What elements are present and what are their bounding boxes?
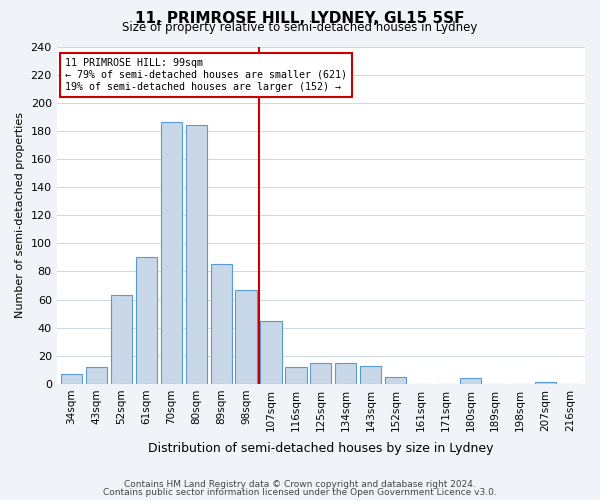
Bar	[310, 363, 331, 384]
Bar	[286, 367, 307, 384]
Bar	[111, 296, 132, 384]
Text: 11, PRIMROSE HILL, LYDNEY, GL15 5SF: 11, PRIMROSE HILL, LYDNEY, GL15 5SF	[135, 11, 465, 26]
Bar	[335, 363, 356, 384]
Bar	[61, 374, 82, 384]
Bar	[185, 125, 207, 384]
Text: Size of property relative to semi-detached houses in Lydney: Size of property relative to semi-detach…	[122, 22, 478, 35]
Bar	[235, 290, 257, 384]
Bar	[136, 258, 157, 384]
Bar	[211, 264, 232, 384]
Bar	[161, 122, 182, 384]
Bar	[535, 382, 556, 384]
Bar	[360, 366, 381, 384]
Bar	[385, 377, 406, 384]
Text: Contains public sector information licensed under the Open Government Licence v3: Contains public sector information licen…	[103, 488, 497, 497]
Bar	[460, 378, 481, 384]
Bar	[260, 320, 281, 384]
Bar	[86, 367, 107, 384]
Text: 11 PRIMROSE HILL: 99sqm
← 79% of semi-detached houses are smaller (621)
19% of s: 11 PRIMROSE HILL: 99sqm ← 79% of semi-de…	[65, 58, 347, 92]
X-axis label: Distribution of semi-detached houses by size in Lydney: Distribution of semi-detached houses by …	[148, 442, 494, 455]
Text: Contains HM Land Registry data © Crown copyright and database right 2024.: Contains HM Land Registry data © Crown c…	[124, 480, 476, 489]
Y-axis label: Number of semi-detached properties: Number of semi-detached properties	[15, 112, 25, 318]
